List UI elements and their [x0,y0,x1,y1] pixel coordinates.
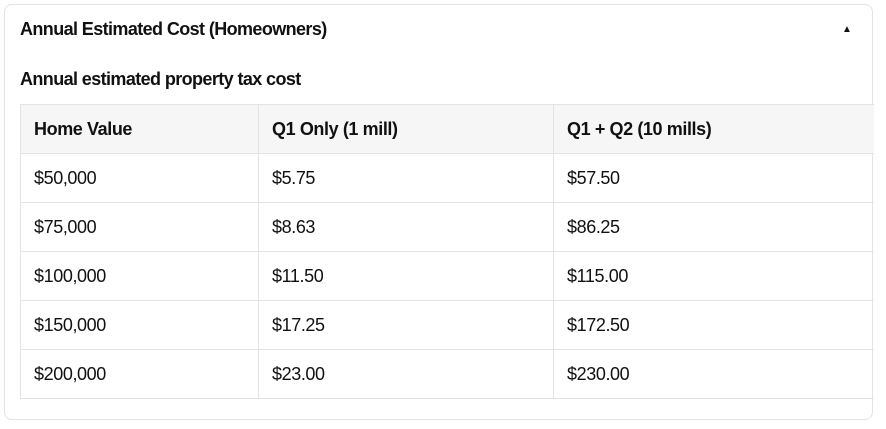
cell-home-value: $150,000 [20,300,259,350]
cost-table: Home Value Q1 Only (1 mill) Q1 + Q2 (10 … [20,104,874,399]
table-row: $150,000 $17.25 $172.50 [20,300,874,350]
accordion-title[interactable]: Annual Estimated Cost (Homeowners) [20,19,327,39]
cell-home-value: $75,000 [20,202,259,252]
header-q1-q2: Q1 + Q2 (10 mills) [553,104,874,154]
cell-q1-q2: $115.00 [553,251,874,301]
cell-q1: $17.25 [258,300,554,350]
table-row: $100,000 $11.50 $115.00 [20,251,874,301]
cell-q1: $11.50 [258,251,554,301]
table-header-row: Home Value Q1 Only (1 mill) Q1 + Q2 (10 … [20,104,874,154]
cell-home-value: $100,000 [20,251,259,301]
cell-q1-q2: $86.25 [553,202,874,252]
header-home-value: Home Value [20,104,259,154]
table-row: $200,000 $23.00 $230.00 [20,349,874,399]
cell-home-value: $200,000 [20,349,259,399]
table-row: $75,000 $8.63 $86.25 [20,202,874,252]
cell-q1-q2: $230.00 [553,349,874,399]
header-q1-only: Q1 Only (1 mill) [258,104,554,154]
collapse-triangle-icon[interactable]: ▲ [842,24,852,35]
table-caption: Annual estimated property tax cost [20,69,301,89]
cell-q1: $8.63 [258,202,554,252]
cell-q1: $23.00 [258,349,554,399]
cell-q1-q2: $57.50 [553,153,874,203]
cell-q1-q2: $172.50 [553,300,874,350]
table-row: $50,000 $5.75 $57.50 [20,153,874,203]
cell-q1: $5.75 [258,153,554,203]
cell-home-value: $50,000 [20,153,259,203]
